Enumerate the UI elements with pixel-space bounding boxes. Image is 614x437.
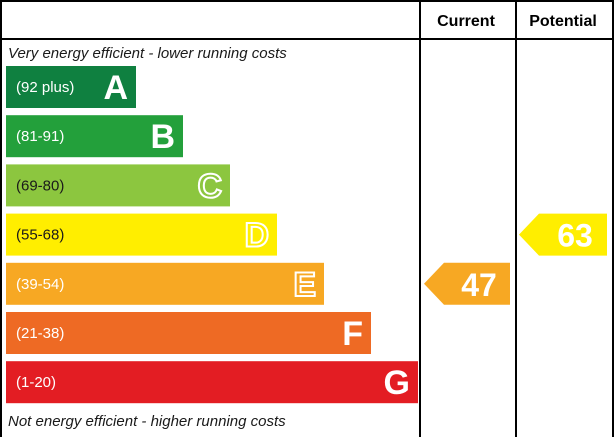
- band-letter-a: A: [103, 69, 128, 107]
- band-bar-c: [6, 164, 230, 207]
- band-bar-b: [6, 115, 183, 158]
- band-letter-f: F: [342, 315, 363, 353]
- band-letter-g: G: [384, 364, 410, 402]
- band-bar-f: [6, 312, 371, 354]
- band-bar-d: [6, 213, 277, 256]
- potential-rating-value: 63: [557, 218, 593, 254]
- band-range-f: (21-38): [16, 325, 64, 342]
- band-bar-a: [6, 66, 136, 108]
- band-bar-e: [6, 262, 324, 305]
- rating-bands: (92 plus) A (81-91) B (69-80) C (55-68) D (39-54…: [6, 66, 418, 404]
- band-range-b: (81-91): [16, 128, 64, 145]
- potential-arrow-shape: [519, 213, 607, 256]
- bottom-note: Not energy efficient - higher running co…: [8, 413, 286, 430]
- current-rating-value: 47: [461, 267, 497, 303]
- band-bar-g: [6, 361, 418, 404]
- potential-rating-arrow: 63: [519, 213, 607, 256]
- current-rating-arrow: 47: [424, 262, 510, 305]
- header-potential: Potential: [529, 13, 597, 30]
- band-letter-e: E: [293, 266, 316, 304]
- band-range-c: (69-80): [16, 177, 64, 194]
- band-range-e: (39-54): [16, 276, 64, 293]
- band-letter-b: B: [150, 118, 175, 156]
- current-arrow-shape: [424, 262, 510, 305]
- band-range-a: (92 plus): [16, 79, 74, 96]
- band-range-g: (1-20): [16, 374, 56, 391]
- band-letter-c: C: [197, 167, 222, 205]
- band-letter-d: D: [244, 217, 269, 255]
- band-range-d: (55-68): [16, 227, 64, 244]
- top-note: Very energy efficient - lower running co…: [8, 45, 287, 62]
- header-current: Current: [437, 13, 495, 30]
